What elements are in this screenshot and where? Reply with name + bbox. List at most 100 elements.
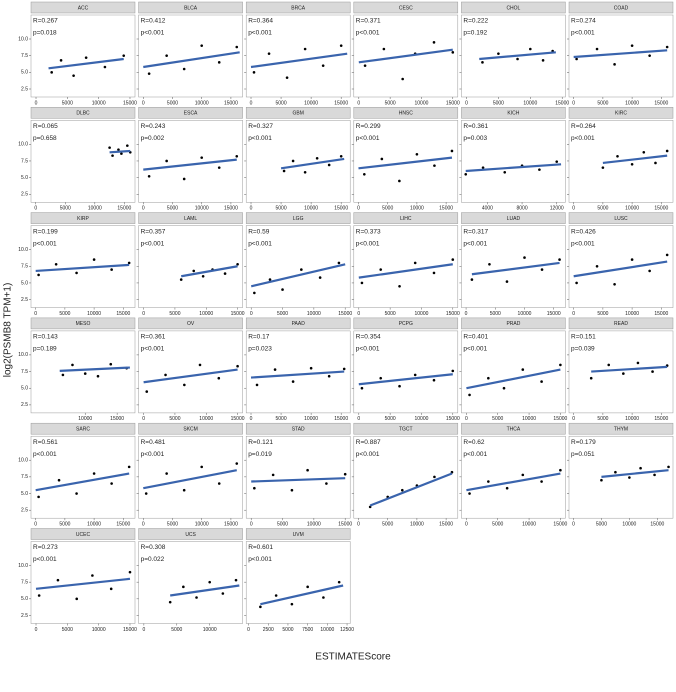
point — [488, 262, 491, 266]
strip — [353, 212, 459, 224]
strip — [353, 1, 459, 14]
x-tick-label: 5000 — [276, 416, 287, 422]
point — [653, 473, 656, 477]
point — [575, 281, 578, 285]
x-tick-label: 10000 — [304, 100, 318, 106]
x-tick-label: 10000 — [88, 206, 102, 212]
x-tick-label: 10000 — [625, 311, 639, 317]
y-tick-label: 5.0 — [21, 280, 28, 286]
point — [589, 376, 593, 380]
annotation: R=0.371 — [356, 18, 381, 25]
point — [325, 482, 328, 485]
point — [343, 472, 347, 476]
point — [639, 466, 642, 470]
fit-line — [466, 472, 561, 492]
x-tick-label: 10000 — [410, 522, 424, 528]
x-tick-label: 0 — [250, 311, 253, 317]
x-tick-label: 0 — [572, 206, 575, 212]
panel — [138, 14, 243, 98]
point — [487, 480, 490, 483]
panel — [461, 225, 566, 308]
annotation: R=0.151 — [571, 334, 596, 341]
point — [642, 151, 646, 154]
y-tick-label: 2.5 — [21, 508, 28, 514]
x-tick-label: 0 — [142, 311, 145, 317]
panel-title: DLBC — [76, 111, 90, 117]
point — [502, 386, 506, 390]
point — [487, 376, 490, 380]
x-tick-label: 0 — [34, 311, 37, 317]
point — [108, 146, 111, 149]
y-tick-label: 2.5 — [21, 297, 28, 303]
point — [363, 173, 366, 176]
x-tick-label: 0 — [465, 100, 468, 106]
fit-line — [602, 154, 668, 165]
x-tick-label: 0 — [465, 416, 468, 422]
point — [481, 61, 484, 64]
point — [179, 278, 183, 281]
annotation: p<0.001 — [463, 346, 487, 353]
point — [120, 152, 123, 155]
x-tick-label: 10000 — [195, 206, 209, 212]
y-tick-label: 7.5 — [21, 53, 28, 59]
point — [309, 366, 313, 370]
point — [505, 486, 509, 490]
x-tick-label: 0 — [142, 100, 145, 106]
point — [274, 594, 278, 597]
x-tick-label: 10000 — [87, 311, 101, 317]
point — [50, 71, 53, 74]
x-tick-label: 15000 — [334, 206, 348, 212]
panel-title: LIHC — [400, 216, 412, 222]
point — [103, 65, 107, 69]
point — [84, 56, 88, 59]
panel-title: THYM — [614, 427, 628, 433]
x-tick-label: 10000 — [415, 416, 429, 422]
point — [400, 488, 404, 492]
strip — [245, 1, 351, 14]
strip — [245, 422, 351, 435]
point — [75, 271, 78, 275]
x-tick-label: 15000 — [338, 522, 352, 528]
x-tick-label: 0 — [465, 311, 468, 317]
point — [607, 363, 611, 367]
point — [165, 159, 168, 163]
x-tick-label: 15000 — [338, 311, 352, 317]
point — [451, 51, 455, 54]
y-tick-label: 10.0 — [18, 352, 28, 358]
x-tick-label: 5000 — [493, 100, 504, 106]
annotation: R=0.361 — [141, 334, 166, 341]
point — [54, 262, 58, 266]
annotation: R=0.412 — [141, 18, 166, 25]
annotation: p<0.001 — [33, 451, 57, 458]
point — [164, 373, 167, 377]
panel-title: LUSC — [614, 216, 628, 222]
annotation: p<0.001 — [141, 451, 165, 458]
strip — [353, 317, 459, 330]
annotation: p<0.001 — [33, 240, 57, 247]
x-tick-label: 15000 — [116, 311, 130, 317]
fit-line — [479, 51, 556, 61]
point — [601, 166, 605, 169]
x-tick-label: 5000 — [59, 522, 70, 528]
point — [648, 269, 651, 273]
point — [290, 602, 294, 606]
point — [303, 171, 307, 174]
annotation: R=0.143 — [33, 334, 58, 341]
x-tick-label: 5000 — [277, 522, 288, 528]
strip — [461, 1, 566, 14]
point — [56, 578, 60, 582]
x-tick-label: 15000 — [116, 522, 130, 528]
x-tick-label: 15000 — [439, 206, 453, 212]
panel — [461, 435, 566, 519]
annotation: R=0.243 — [141, 123, 166, 130]
fit-line — [143, 51, 240, 69]
y-tick-label: 10.0 — [18, 563, 28, 569]
x-tick-label: 15000 — [553, 416, 567, 422]
panel-title: KIRP — [77, 216, 89, 222]
annotation: p=0.019 — [248, 451, 272, 458]
point — [382, 47, 386, 51]
point — [327, 374, 331, 378]
x-tick-label: 5000 — [167, 522, 178, 528]
strip — [30, 1, 136, 14]
x-tick-label: 0 — [357, 416, 360, 422]
